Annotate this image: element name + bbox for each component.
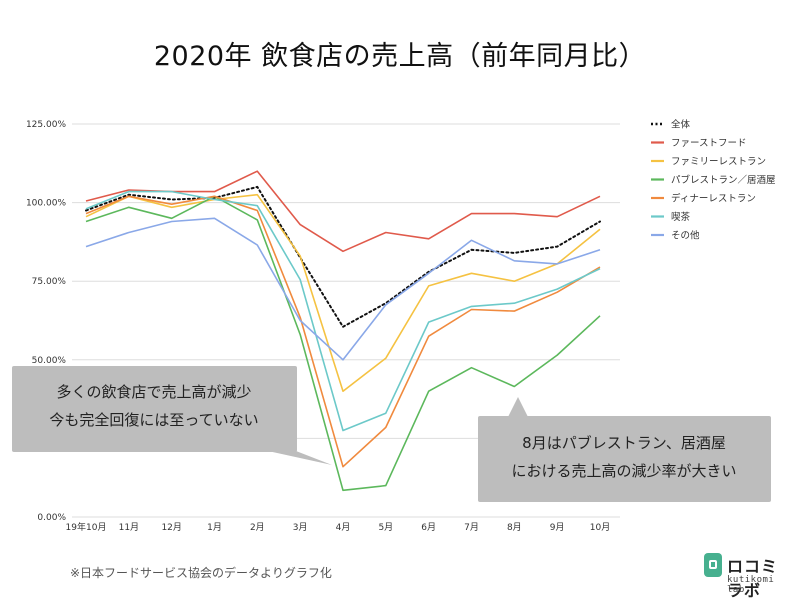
y-tick-label: 75.00%: [32, 277, 67, 287]
source-note: ※日本フードサービス協会のデータよりグラフ化: [70, 566, 332, 580]
callout-text: 8月はパブレストラン、居酒屋: [522, 434, 726, 452]
y-tick-label: 0.00%: [37, 513, 66, 523]
legend-label: ファーストフード: [671, 138, 747, 149]
x-axis-ticks: 19年10月 11月 12月 1月 2月 3月 4月 5月 6月 7月 8月 9月 10月: [66, 521, 611, 533]
x-tick-label: 9月: [550, 522, 565, 533]
x-tick-label: 8月: [507, 522, 522, 533]
x-tick-label: 5月: [378, 522, 393, 533]
callout-pointer: [268, 451, 332, 465]
x-tick-label: 6月: [421, 522, 436, 533]
x-tick-label: 7月: [464, 522, 479, 533]
x-tick-label: 19年10月: [66, 521, 107, 533]
x-tick-label: 3月: [293, 522, 308, 533]
legend-label: ファミリーレストラン: [671, 157, 766, 168]
logo-subtitle: kutikomi lab: [727, 575, 775, 595]
callout-text: における売上高の減少率が大きい: [511, 462, 736, 480]
series-line: [85, 193, 601, 393]
logo-icon: [704, 553, 722, 577]
x-tick-label: 11月: [119, 522, 139, 533]
y-tick-label: 50.00%: [32, 356, 67, 366]
series-line: [85, 195, 601, 468]
series-lines: [85, 170, 601, 492]
series-line: [85, 170, 601, 253]
series-line: [85, 195, 601, 492]
x-tick-label: 12月: [161, 522, 181, 533]
x-tick-label: 2月: [250, 522, 265, 533]
callout-box: [12, 366, 297, 452]
legend-label: その他: [671, 230, 700, 242]
legend-label: パブレストラン／居酒屋: [671, 174, 776, 186]
chart-title: 2020年 飲食店の売上高（前年同月比）: [153, 41, 647, 72]
callout-pointer: [508, 397, 528, 417]
callout-box: [478, 416, 771, 502]
legend-label: 喫茶: [671, 211, 691, 223]
y-tick-label: 100.00%: [26, 199, 66, 209]
x-tick-label: 10月: [590, 522, 610, 533]
callout-text: 今も完全回復には至っていない: [49, 411, 258, 429]
callout-text: 多くの飲食店で売上高が減少: [56, 383, 251, 401]
series-line: [85, 185, 601, 328]
legend-label: 全体: [671, 119, 691, 131]
y-tick-label: 125.00%: [26, 120, 66, 130]
legend-label: ディナーレストラン: [671, 193, 756, 205]
series-line: [85, 217, 601, 361]
x-tick-label: 1月: [207, 522, 222, 533]
y-axis-ticks: 0.00%25.00%50.00%75.00%100.00%125.00%: [26, 120, 66, 523]
x-tick-label: 4月: [336, 522, 351, 533]
legend: 全体ファーストフードファミリーレストランパブレストラン／居酒屋ディナーレストラン…: [651, 119, 776, 242]
logo-name: ロコミラボ: [727, 557, 779, 600]
series-line: [85, 190, 601, 432]
brand-logo: ロコミラボ kutikomi lab: [704, 553, 794, 600]
